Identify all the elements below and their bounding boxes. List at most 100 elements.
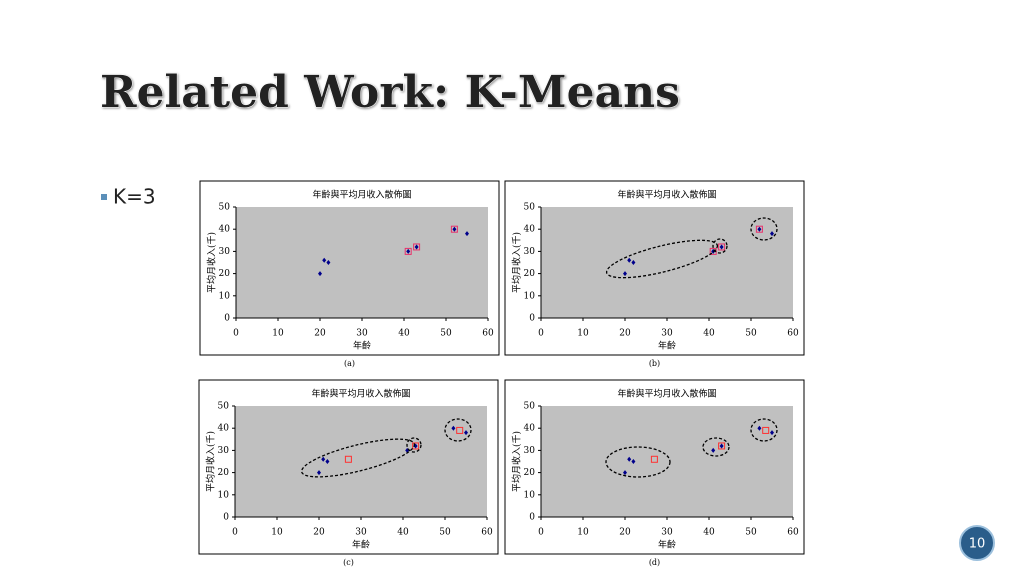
x-tick-label: 60 [787, 329, 799, 339]
data-point [318, 271, 322, 277]
data-point [719, 443, 724, 449]
cluster-center [450, 225, 458, 233]
y-axis-label: 平均月收入(千) [511, 232, 523, 293]
data-point [711, 447, 716, 453]
data-point [414, 244, 419, 250]
x-axis-label: 年齡 [352, 539, 370, 551]
x-axis-label: 年齡 [353, 340, 371, 352]
data-point [325, 459, 330, 464]
data-point [322, 257, 327, 263]
x-tick-label: 60 [481, 528, 493, 538]
y-tick-label: 0 [529, 314, 535, 324]
y-tick-label: 20 [524, 269, 536, 279]
cluster-outline [605, 239, 719, 279]
cluster-center [344, 455, 352, 463]
x-tick-label: 20 [619, 329, 631, 339]
data-point [321, 456, 326, 462]
x-tick-label: 30 [661, 528, 673, 538]
data-point [631, 459, 636, 464]
y-tick-label: 0 [529, 513, 535, 523]
cluster-outline [444, 418, 472, 442]
x-tick-label: 0 [233, 329, 239, 339]
y-tick-label: 10 [524, 291, 536, 301]
x-tick-label: 40 [703, 528, 715, 538]
bullet-marker [101, 194, 107, 200]
chart-title: 年齡與平均月收入散佈圖 [617, 189, 716, 201]
data-point [413, 443, 418, 449]
x-tick-label: 40 [398, 329, 410, 339]
chart-title: 年齡與平均月收入散佈圖 [617, 388, 716, 400]
data-point [770, 231, 774, 237]
y-tick-label: 10 [219, 291, 231, 301]
x-tick-label: 10 [272, 329, 284, 339]
y-tick-label: 30 [524, 247, 536, 257]
x-tick-label: 50 [745, 329, 757, 339]
y-tick-label: 0 [223, 513, 229, 523]
x-tick-label: 40 [703, 329, 715, 339]
caption: (a) [344, 359, 355, 368]
x-tick-label: 20 [313, 528, 325, 538]
data-point [623, 271, 627, 277]
cluster-outline [750, 217, 778, 241]
cluster-center [413, 243, 421, 251]
x-axis-label: 年齡 [658, 539, 676, 551]
x-tick-label: 30 [661, 329, 673, 339]
y-tick-label: 10 [524, 490, 536, 500]
cluster-center [762, 426, 770, 434]
cluster-outline [406, 437, 422, 453]
cluster-center [755, 225, 763, 233]
data-point [451, 425, 456, 431]
data-point [326, 260, 331, 265]
y-tick-label: 20 [524, 468, 536, 478]
cluster-outline [750, 418, 778, 442]
x-tick-label: 10 [577, 528, 589, 538]
x-tick-label: 50 [440, 329, 452, 339]
y-axis-label: 平均月收入(千) [206, 232, 218, 293]
cluster-center [456, 426, 464, 434]
x-tick-label: 0 [538, 329, 544, 339]
data-point [770, 430, 774, 436]
data-point [627, 456, 632, 462]
y-tick-label: 50 [218, 402, 230, 412]
y-tick-label: 50 [524, 402, 536, 412]
x-tick-label: 10 [577, 329, 589, 339]
cluster-outline [300, 438, 416, 478]
x-tick-label: 30 [355, 528, 367, 538]
y-tick-label: 40 [524, 225, 536, 235]
y-tick-label: 40 [219, 225, 231, 235]
bullet-text: K=3 [113, 185, 156, 209]
x-tick-label: 60 [787, 528, 799, 538]
data-point [465, 231, 469, 237]
x-axis-label: 年齡 [658, 340, 676, 352]
y-tick-label: 50 [219, 203, 231, 213]
plot-area [541, 207, 793, 318]
chart: 年齡與平均月收入散佈圖 0 10 20 30 40 50 0 10 20 30 40 50 60 年齡 平均月… [504, 180, 805, 368]
x-tick-label: 50 [439, 528, 451, 538]
y-tick-label: 30 [524, 446, 536, 456]
y-tick-label: 0 [224, 314, 230, 324]
page-number: 10 [969, 537, 986, 552]
data-point [631, 260, 636, 265]
y-tick-label: 30 [219, 247, 231, 257]
chart: 年齡與平均月收入散佈圖 0 10 20 30 40 50 0 10 20 30 40 50 60 年齡 平均月… [198, 379, 499, 567]
cluster-center [718, 442, 726, 450]
cluster-outline [702, 437, 730, 457]
data-point [719, 244, 724, 250]
chart-title: 年齡與平均月收入散佈圖 [312, 189, 411, 201]
plot-area [236, 207, 488, 318]
y-tick-label: 20 [218, 468, 230, 478]
data-point [711, 248, 716, 254]
y-axis-label: 平均月收入(千) [511, 431, 523, 492]
cluster-center [404, 247, 412, 255]
y-tick-label: 40 [218, 424, 230, 434]
cluster-outline [605, 446, 671, 478]
data-point [757, 425, 762, 431]
y-tick-label: 10 [218, 490, 230, 500]
page-badge [959, 525, 995, 561]
data-point [623, 470, 627, 476]
data-point [317, 470, 321, 476]
y-tick-label: 50 [524, 203, 536, 213]
slide-title: Related Work: K-Means [100, 67, 680, 118]
